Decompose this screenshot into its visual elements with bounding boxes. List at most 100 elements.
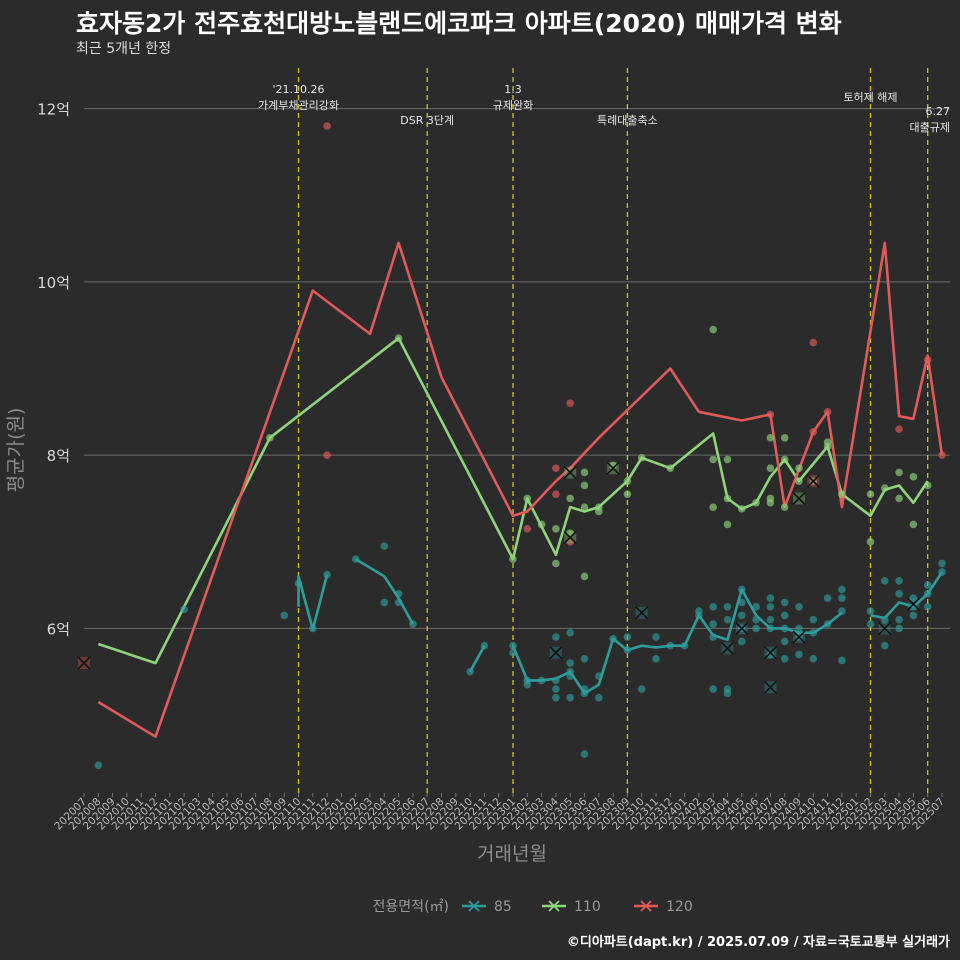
y-tick-label: 8억 xyxy=(47,447,70,465)
series-line-85 xyxy=(355,557,415,625)
x-marker-85 xyxy=(906,597,920,611)
data-point-85 xyxy=(709,602,717,611)
data-point-110 xyxy=(909,520,918,529)
event-label: 6.27 xyxy=(926,105,951,118)
data-point-110 xyxy=(509,555,517,563)
data-point-85 xyxy=(766,615,775,624)
data-point-85 xyxy=(709,620,717,628)
data-point-110 xyxy=(723,520,732,529)
x-marker-85 xyxy=(720,641,735,655)
data-point-85 xyxy=(752,624,760,633)
legend-label-110: 110 xyxy=(574,899,601,915)
x-marker-110 xyxy=(606,461,620,475)
legend-x-icon xyxy=(548,900,560,912)
legend-title: 전용면적(㎡) xyxy=(373,899,449,915)
data-point-85 xyxy=(766,624,775,633)
data-point-120 xyxy=(523,524,532,533)
data-point-85 xyxy=(680,641,689,650)
data-points xyxy=(94,122,946,770)
data-point-110 xyxy=(709,325,717,334)
data-point-85 xyxy=(838,656,846,665)
data-point-85 xyxy=(580,654,589,663)
x-marker-110 xyxy=(563,465,577,480)
data-point-110 xyxy=(266,434,274,442)
data-point-110 xyxy=(580,503,589,511)
data-point-120 xyxy=(323,122,331,130)
data-point-85 xyxy=(623,646,632,654)
data-point-85 xyxy=(766,602,775,611)
data-point-85 xyxy=(580,750,589,758)
x-marker-85 xyxy=(763,646,777,660)
data-point-85 xyxy=(623,633,632,641)
data-point-110 xyxy=(537,520,546,529)
data-point-110 xyxy=(738,505,746,513)
data-point-110 xyxy=(780,455,789,464)
data-point-85 xyxy=(809,654,818,663)
series-line-85 xyxy=(297,574,329,631)
series-lines xyxy=(97,241,944,738)
data-point-110 xyxy=(823,442,832,451)
data-point-85 xyxy=(394,598,403,607)
data-point-85 xyxy=(795,602,803,611)
x-marker-85 xyxy=(635,606,649,620)
data-point-120 xyxy=(552,464,560,472)
data-point-85 xyxy=(709,633,717,641)
data-point-85 xyxy=(609,635,617,643)
data-point-120 xyxy=(895,425,903,433)
data-point-85 xyxy=(537,676,546,685)
data-point-85 xyxy=(723,615,732,624)
data-point-110 xyxy=(909,473,918,481)
data-point-85 xyxy=(394,589,403,598)
legend-x-icon xyxy=(640,900,652,912)
data-point-85 xyxy=(709,685,717,693)
data-point-110 xyxy=(838,490,846,498)
data-point-85 xyxy=(780,654,789,663)
series-line-110 xyxy=(97,336,929,665)
data-point-85 xyxy=(552,676,560,685)
data-point-110 xyxy=(795,477,803,485)
data-point-110 xyxy=(795,464,803,472)
data-point-85 xyxy=(923,602,932,611)
data-point-85 xyxy=(509,641,517,650)
data-point-110 xyxy=(552,524,560,533)
data-point-85 xyxy=(938,559,946,568)
data-point-85 xyxy=(838,607,846,615)
data-point-85 xyxy=(766,594,775,602)
y-tick-label: 10억 xyxy=(37,274,70,292)
event-label: 대출규제 xyxy=(910,121,950,134)
data-point-120 xyxy=(566,399,574,407)
data-point-110 xyxy=(623,490,632,498)
data-point-110 xyxy=(766,434,775,442)
chart-subtitle: 최근 5개년 한정 xyxy=(76,41,172,57)
data-point-85 xyxy=(809,615,818,624)
data-point-85 xyxy=(780,637,789,646)
data-point-85 xyxy=(795,624,803,633)
data-point-85 xyxy=(795,650,803,659)
data-point-120 xyxy=(552,490,560,498)
data-point-85 xyxy=(652,633,660,641)
event-label: '21.10.26 xyxy=(272,83,324,96)
event-label: 가계부채관리강화 xyxy=(258,99,339,112)
data-point-110 xyxy=(766,464,775,472)
legend: 전용면적(㎡) 85 110 120 xyxy=(373,899,693,915)
chart-title: 효자동2가 전주효천대방노블랜드에코파크 아파트(2020) 매매가격 변화 xyxy=(76,9,842,38)
data-point-120 xyxy=(923,356,932,364)
data-point-110 xyxy=(623,477,632,485)
legend-x-icon xyxy=(468,900,480,912)
x-marker-85 xyxy=(878,621,892,635)
data-point-85 xyxy=(566,693,574,702)
y-axis-title: 평균가(원) xyxy=(5,408,27,493)
event-label: DSR 3단계 xyxy=(400,114,454,127)
data-point-85 xyxy=(652,654,660,663)
series-line-120 xyxy=(97,241,944,738)
x-marker-120 xyxy=(806,474,820,488)
event-label: 토허제 해제 xyxy=(843,90,897,104)
data-point-85 xyxy=(780,624,789,633)
data-point-85 xyxy=(566,659,574,667)
y-tick-label: 12억 xyxy=(37,101,70,119)
data-point-85 xyxy=(766,650,775,659)
event-label: 규제완화 xyxy=(493,99,533,112)
data-point-110 xyxy=(394,334,403,343)
